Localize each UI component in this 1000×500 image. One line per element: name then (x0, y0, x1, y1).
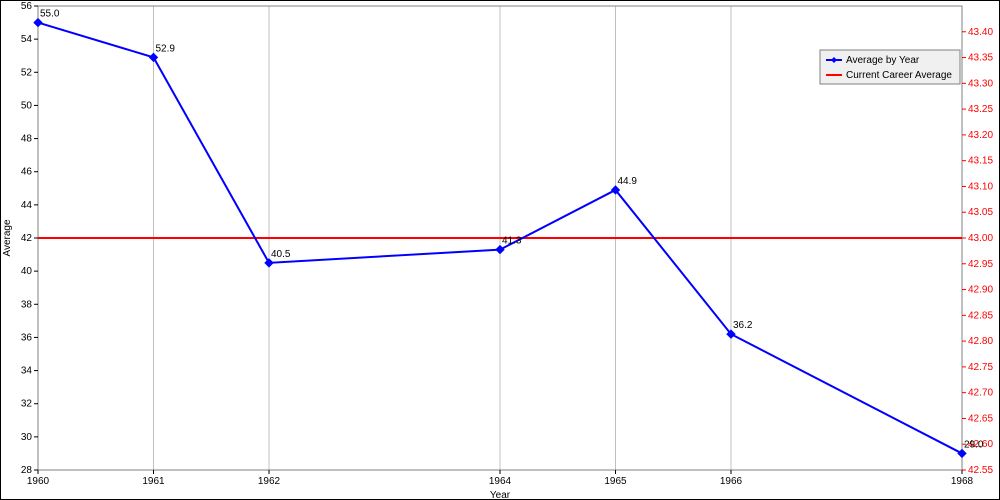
x-tick-label: 1964 (489, 476, 512, 487)
y-left-tick-label: 48 (21, 134, 33, 145)
average-by-year-chart: 28303234363840424446485052545642.5542.60… (0, 0, 1000, 500)
x-tick-label: 1960 (27, 476, 50, 487)
y-left-tick-label: 54 (21, 34, 33, 45)
y-right-tick-label: 42.75 (968, 362, 993, 373)
y-right-tick-label: 42.90 (968, 285, 993, 296)
data-point-label: 55.0 (40, 9, 60, 20)
x-axis-title: Year (490, 490, 511, 500)
data-point-label: 52.9 (156, 43, 176, 54)
data-point-marker (496, 246, 504, 254)
y-axis-title: Average (2, 219, 13, 257)
y-left-tick-label: 50 (21, 100, 33, 111)
y-right-tick-label: 42.85 (968, 310, 993, 321)
data-point-label: 40.5 (271, 249, 291, 260)
y-left-tick-label: 34 (21, 366, 33, 377)
y-right-tick-label: 42.95 (968, 259, 993, 270)
y-right-tick-label: 43.35 (968, 53, 993, 64)
y-right-tick-label: 43.10 (968, 181, 993, 192)
y-right-tick-label: 43.25 (968, 104, 993, 115)
y-right-tick-label: 43.20 (968, 130, 993, 141)
y-right-tick-label: 42.80 (968, 336, 993, 347)
y-right-tick-label: 43.05 (968, 207, 993, 218)
data-point-label: 29.0 (964, 439, 984, 450)
x-tick-label: 1962 (258, 476, 281, 487)
data-point-label: 44.9 (618, 176, 638, 187)
y-left-tick-label: 42 (21, 233, 33, 244)
x-tick-label: 1965 (604, 476, 627, 487)
y-right-tick-label: 43.40 (968, 27, 993, 38)
y-left-tick-label: 36 (21, 332, 33, 343)
y-left-tick-label: 32 (21, 399, 33, 410)
y-left-tick-label: 52 (21, 67, 33, 78)
legend-label: Average by Year (846, 55, 920, 66)
x-tick-label: 1968 (951, 476, 974, 487)
x-tick-label: 1966 (720, 476, 743, 487)
data-point-marker (34, 19, 42, 27)
data-point-marker (265, 259, 273, 267)
y-right-tick-label: 43.15 (968, 156, 993, 167)
data-point-marker (150, 53, 158, 61)
y-left-tick-label: 38 (21, 299, 33, 310)
y-left-tick-label: 56 (21, 1, 33, 12)
y-right-tick-label: 42.70 (968, 388, 993, 399)
data-point-marker (958, 449, 966, 457)
y-left-tick-label: 28 (21, 465, 33, 476)
y-left-tick-label: 46 (21, 167, 33, 178)
y-right-tick-label: 42.55 (968, 465, 993, 476)
y-left-tick-label: 44 (21, 200, 33, 211)
data-point-label: 41.3 (502, 236, 522, 247)
y-right-tick-label: 42.65 (968, 413, 993, 424)
y-right-tick-label: 43.00 (968, 233, 993, 244)
y-left-tick-label: 40 (21, 266, 33, 277)
y-left-tick-label: 30 (21, 432, 33, 443)
legend-label: Current Career Average (846, 70, 952, 81)
y-right-tick-label: 43.30 (968, 78, 993, 89)
x-tick-label: 1961 (142, 476, 165, 487)
data-point-label: 36.2 (733, 320, 753, 331)
